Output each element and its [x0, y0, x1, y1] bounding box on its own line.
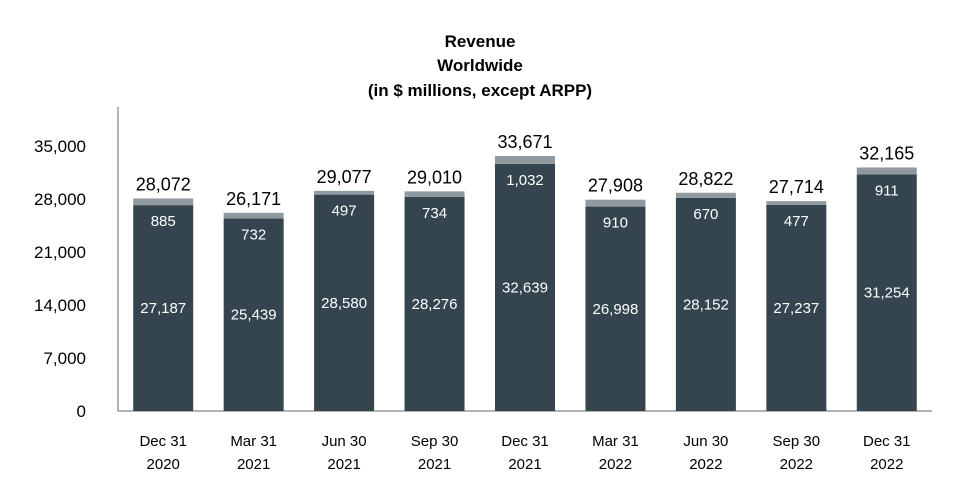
chart-title-line-3: (in $ millions, except ARPP): [368, 81, 592, 100]
bar-segment-primary-label: 27,187: [140, 300, 186, 317]
x-tick-label-line-2: 2021: [237, 456, 270, 473]
x-tick-label-line-1: Sep 30: [773, 433, 821, 450]
x-tick-label-line-1: Jun 30: [322, 433, 367, 450]
bar-total-label: 28,072: [136, 174, 191, 194]
bar-segment-primary-label: 27,237: [773, 300, 819, 317]
bar-segment-secondary: [223, 212, 284, 219]
bar-segment-secondary-label: 910: [603, 215, 628, 232]
bar-total-label: 33,671: [497, 132, 552, 152]
bar-segment-secondary: [585, 199, 646, 207]
x-tick-label-line-1: Dec 31: [139, 433, 187, 450]
bar-segment-secondary-label: 734: [422, 205, 447, 222]
bar-segment-primary: [495, 163, 555, 411]
x-tick-label-line-1: Sep 30: [411, 433, 459, 450]
x-tick-label-line-2: 2021: [418, 456, 451, 473]
bar-total-label: 26,171: [226, 189, 281, 209]
chart-title: Revenue Worldwide (in $ millions, except…: [368, 32, 592, 100]
bar-segment-secondary-label: 885: [151, 213, 176, 230]
x-tick-label-line-1: Dec 31: [501, 433, 549, 450]
bar-segment-secondary-label: 911: [875, 182, 899, 199]
x-tick-label-line-2: 2022: [870, 456, 903, 473]
bar-total-label: 27,908: [588, 176, 643, 196]
bar-segment-secondary: [404, 191, 465, 197]
bar-segment-secondary: [314, 190, 375, 195]
bar-segment-primary: [133, 205, 194, 411]
bar-segment-primary: [585, 206, 646, 411]
bar-segment-secondary-label: 477: [784, 213, 809, 230]
y-tick-label: 35,000: [34, 137, 86, 156]
chart-title-line-1: Revenue: [445, 32, 516, 51]
y-tick-label: 28,000: [34, 190, 86, 209]
y-tick-label: 14,000: [34, 296, 86, 315]
bar-segment-secondary-label: 670: [693, 206, 718, 223]
bar-segment-primary: [314, 194, 375, 411]
x-tick-label-line-1: Mar 31: [592, 433, 639, 450]
x-tick-label-line-2: 2022: [599, 456, 632, 473]
bar-segment-primary: [675, 197, 736, 411]
x-tick-label-line-2: 2022: [780, 456, 813, 473]
x-tick-label-line-2: 2022: [689, 456, 722, 473]
bar-segment-secondary: [856, 167, 917, 175]
bar-segment-primary-label: 25,439: [231, 307, 277, 324]
bar-segment-secondary: [495, 156, 555, 164]
bar-total-label: 29,010: [407, 167, 462, 187]
bar-segment-primary: [856, 174, 917, 411]
bar-segment-primary: [766, 204, 827, 411]
bar-segment-primary: [404, 196, 465, 411]
bar-segment-primary-label: 28,580: [321, 295, 367, 312]
y-tick-label: 0: [77, 402, 86, 421]
x-tick-label-line-2: 2021: [508, 456, 541, 473]
bar-segment-primary-label: 28,152: [683, 296, 729, 313]
bar-segment-secondary: [766, 201, 827, 205]
bar-segment-primary-label: 31,254: [864, 285, 910, 302]
bar-segment-primary-label: 28,276: [412, 296, 458, 313]
bar-segment-secondary-label: 1,032: [506, 172, 544, 189]
bar-segment-secondary-label: 497: [332, 203, 357, 220]
bar-segment-primary: [223, 218, 284, 411]
bar-segment-secondary-label: 732: [241, 226, 266, 243]
bar-segment-secondary: [133, 198, 194, 206]
bar-segment-primary-label: 32,639: [502, 279, 548, 296]
data-labels: 27,187 885 28,072 25,439 732 26,171 28,580 497 2…: [136, 132, 915, 324]
x-tick-label-line-2: 2021: [327, 456, 360, 473]
bar-segment-secondary: [675, 192, 736, 198]
bar-total-label: 28,822: [678, 169, 733, 189]
x-tick-label-line-1: Mar 31: [230, 433, 277, 450]
bar-total-label: 27,714: [769, 177, 824, 197]
x-tick-label-line-1: Dec 31: [863, 433, 911, 450]
axes: 0 7,000 14,000 21,000 28,000 35,000 Dec 31 2020…: [34, 107, 932, 473]
bar-total-label: 32,165: [859, 143, 914, 163]
bar-total-label: 29,077: [317, 167, 372, 187]
x-tick-label-line-2: 2020: [147, 456, 180, 473]
y-tick-label: 7,000: [43, 349, 86, 368]
x-tick-label-line-1: Jun 30: [683, 433, 728, 450]
bars: [133, 156, 917, 411]
chart-title-line-2: Worldwide: [437, 56, 523, 75]
bar-segment-primary-label: 26,998: [592, 301, 638, 318]
y-tick-label: 21,000: [34, 243, 86, 262]
